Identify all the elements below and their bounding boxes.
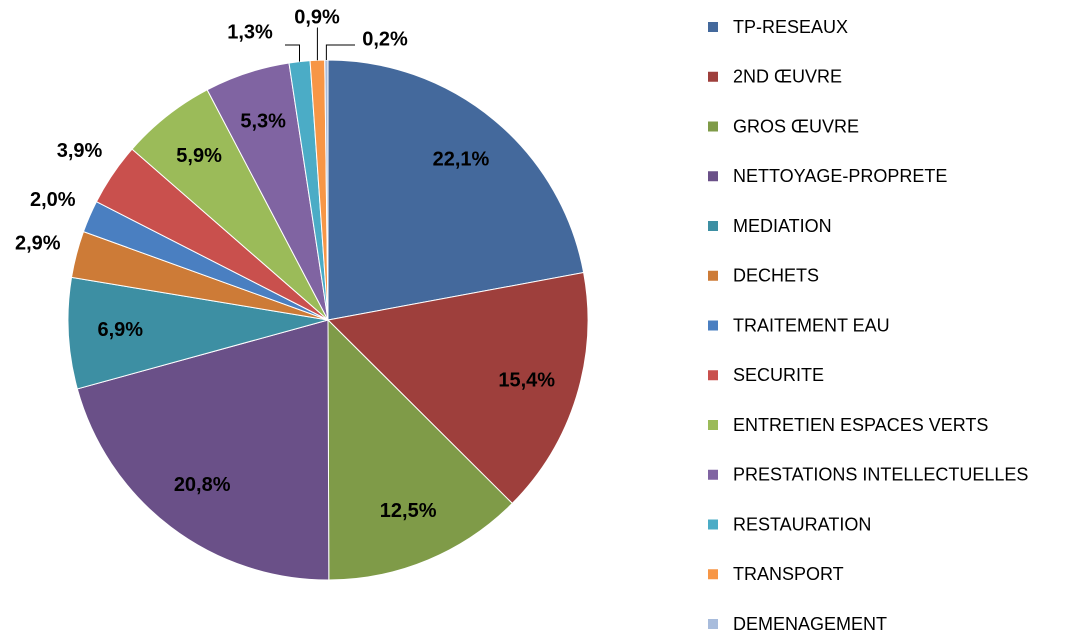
value-label: 12,5% — [380, 500, 437, 522]
value-label: 6,9% — [97, 319, 143, 341]
value-label: 3,9% — [57, 140, 103, 162]
legend-label: DEMENAGEMENT — [733, 614, 887, 634]
legend-swatch — [708, 420, 718, 430]
legend-label: NETTOYAGE-PROPRETE — [733, 166, 947, 186]
value-label: 0,9% — [294, 6, 340, 28]
value-label: 0,2% — [362, 28, 408, 50]
legend-swatch — [708, 569, 718, 580]
legend-swatch — [708, 469, 718, 480]
legend-label: GROS ŒUVRE — [733, 116, 859, 136]
legend-label: PRESTATIONS INTELLECTUELLES — [733, 465, 1028, 485]
value-label: 2,9% — [15, 232, 61, 254]
legend-swatch — [708, 320, 718, 331]
legend-label: 2ND ŒUVRE — [733, 67, 842, 87]
pie-slice — [67, 276, 329, 390]
legend-swatch — [708, 221, 718, 231]
legend-label: TRAITEMENT EAU — [733, 315, 890, 335]
legend-label: RESTAURATION — [733, 514, 871, 534]
value-label: 1,3% — [227, 21, 273, 43]
pie-slice — [327, 318, 513, 581]
value-label: 5,3% — [240, 111, 286, 133]
legend-label: TRANSPORT — [733, 564, 844, 584]
legend-label: SECURITE — [733, 365, 824, 385]
legend-swatch — [708, 22, 718, 32]
legend-swatch — [708, 370, 718, 381]
pie-slice — [327, 59, 585, 321]
legend-swatch — [708, 270, 718, 281]
legend-label: TP-RESEAUX — [733, 17, 848, 37]
legend-swatch — [708, 619, 718, 629]
value-label: 20,8% — [174, 474, 231, 496]
legend-label: DECHETS — [733, 266, 819, 286]
value-label: 5,9% — [176, 145, 222, 167]
pie-slice — [324, 59, 329, 321]
legend-swatch — [708, 519, 718, 530]
legend-swatch — [708, 71, 718, 82]
pie-slice — [76, 319, 330, 581]
value-label: 15,4% — [498, 370, 555, 392]
leader-line — [285, 44, 300, 62]
legend-label: MEDIATION — [733, 216, 832, 236]
value-label: 2,0% — [30, 189, 76, 211]
legend-swatch — [708, 171, 718, 182]
pie-slice — [326, 271, 589, 505]
legend-label: ENTRETIEN ESPACES VERTS — [733, 415, 988, 435]
legend-swatch — [708, 121, 718, 132]
leader-line — [325, 44, 355, 61]
value-label: 22,1% — [433, 148, 490, 170]
